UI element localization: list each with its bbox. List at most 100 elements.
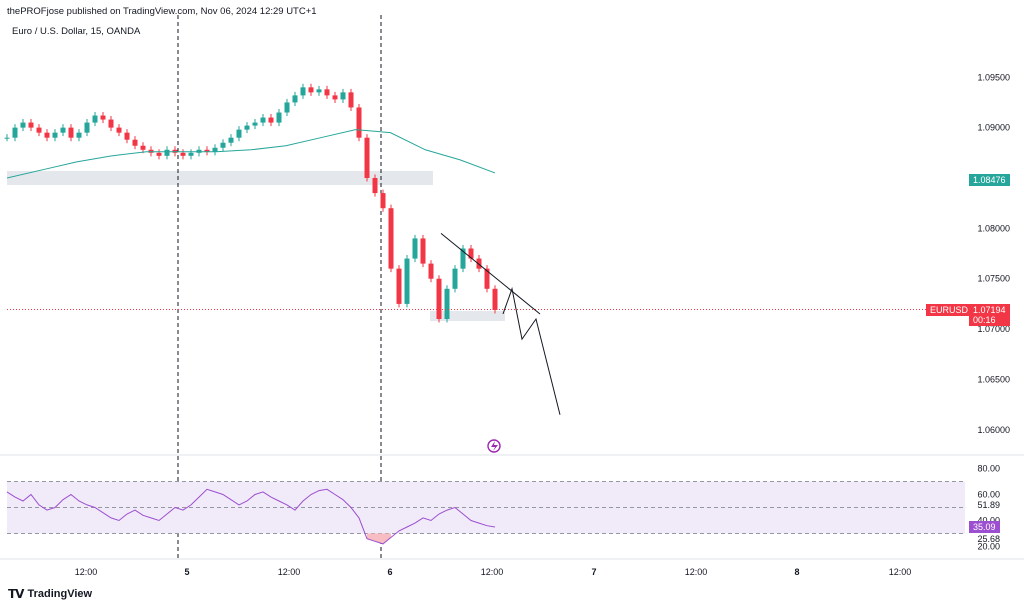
candle <box>436 275 442 323</box>
candle <box>324 85 330 99</box>
last-price-value: 1.07194 <box>973 304 1006 315</box>
candle <box>60 124 66 137</box>
countdown: 00:16 <box>973 314 996 325</box>
rsi-oversold-fill <box>367 533 391 544</box>
candle-body <box>428 263 434 279</box>
candle <box>492 285 498 314</box>
candle <box>468 244 474 263</box>
candle <box>356 103 362 142</box>
rsi-tick: 51.89 <box>977 500 1000 510</box>
rsi-line <box>6 488 496 545</box>
candle <box>116 124 122 137</box>
candle-body <box>388 208 394 269</box>
candle-body <box>444 288 450 320</box>
candle-body <box>116 127 122 133</box>
y-tick: 1.06000 <box>977 425 1010 435</box>
candle <box>300 83 306 99</box>
candle-body <box>228 137 234 143</box>
zone-0 <box>7 170 433 186</box>
ma-price-tag: 1.08476 <box>969 174 1010 187</box>
candle <box>484 265 490 293</box>
candle <box>148 146 154 157</box>
candle <box>52 129 58 142</box>
candle <box>212 144 218 156</box>
candle-body <box>492 288 498 310</box>
candle <box>404 255 410 308</box>
candle <box>204 146 210 156</box>
candle-body <box>436 278 442 320</box>
candle-body <box>340 92 346 100</box>
candle <box>20 119 26 132</box>
candle-body <box>324 89 330 96</box>
candle <box>252 119 258 130</box>
candle <box>92 112 98 127</box>
candle <box>68 124 74 142</box>
x-tick: 5 <box>184 567 189 577</box>
candle-body <box>84 122 90 133</box>
candle <box>140 142 146 154</box>
candle <box>196 146 202 157</box>
candle-body <box>276 112 282 123</box>
last-price-tag: 1.07194 00:16 <box>969 303 1010 326</box>
candle <box>308 83 314 96</box>
candle-body <box>156 152 162 156</box>
rsi-tick: 80.00 <box>977 464 1000 474</box>
candle <box>476 255 482 273</box>
candle <box>460 244 466 273</box>
candle-body <box>364 137 370 178</box>
candle-body <box>476 258 482 269</box>
moving-average-line <box>6 129 496 179</box>
projection-path <box>502 286 561 415</box>
candle <box>348 88 354 112</box>
candle <box>188 149 194 160</box>
candle-body <box>252 122 258 126</box>
candle-body <box>44 132 50 138</box>
candle <box>228 134 234 147</box>
candle <box>396 265 402 308</box>
candle <box>164 146 170 160</box>
candle-body <box>316 89 322 93</box>
candle-body <box>300 87 306 96</box>
candle <box>420 234 426 268</box>
candle <box>412 234 418 263</box>
brand-label: TradingView <box>27 588 93 600</box>
y-tick: 1.09000 <box>977 123 1010 133</box>
candle-body <box>180 152 186 156</box>
y-tick: 1.09500 <box>977 72 1010 82</box>
candle <box>284 98 290 117</box>
candle <box>244 122 250 134</box>
candle-body <box>484 268 490 289</box>
candle-body <box>396 268 402 304</box>
event-icon <box>487 439 501 453</box>
candle-body <box>348 92 354 108</box>
candle <box>12 124 18 142</box>
candle-body <box>380 193 386 209</box>
candle-body <box>468 248 474 259</box>
x-tick: 12:00 <box>75 567 98 577</box>
candle <box>340 88 346 103</box>
y-tick: 1.08000 <box>977 223 1010 233</box>
candle-body <box>404 258 410 304</box>
candle-body <box>92 115 98 123</box>
candle-body <box>260 117 266 123</box>
candle-body <box>420 238 426 264</box>
candle-body <box>196 149 202 153</box>
y-tick: 1.07500 <box>977 274 1010 284</box>
footer-brand[interactable]: 𝗧𝗩 TradingView <box>8 587 92 601</box>
rsi-tick: 20.00 <box>977 542 1000 552</box>
candle <box>124 129 130 144</box>
x-tick: 12:00 <box>685 567 708 577</box>
candle <box>100 112 106 124</box>
candle-body <box>284 102 290 113</box>
candle <box>220 139 226 152</box>
x-tick: 8 <box>794 567 799 577</box>
candle <box>132 136 138 150</box>
candle-body <box>172 149 178 153</box>
zone-1 <box>430 310 505 322</box>
candle <box>276 108 282 127</box>
candle-body <box>308 87 314 93</box>
candle <box>316 85 322 96</box>
candle-body <box>204 149 210 152</box>
rsi-value-tag: 35.09 <box>969 520 1000 533</box>
